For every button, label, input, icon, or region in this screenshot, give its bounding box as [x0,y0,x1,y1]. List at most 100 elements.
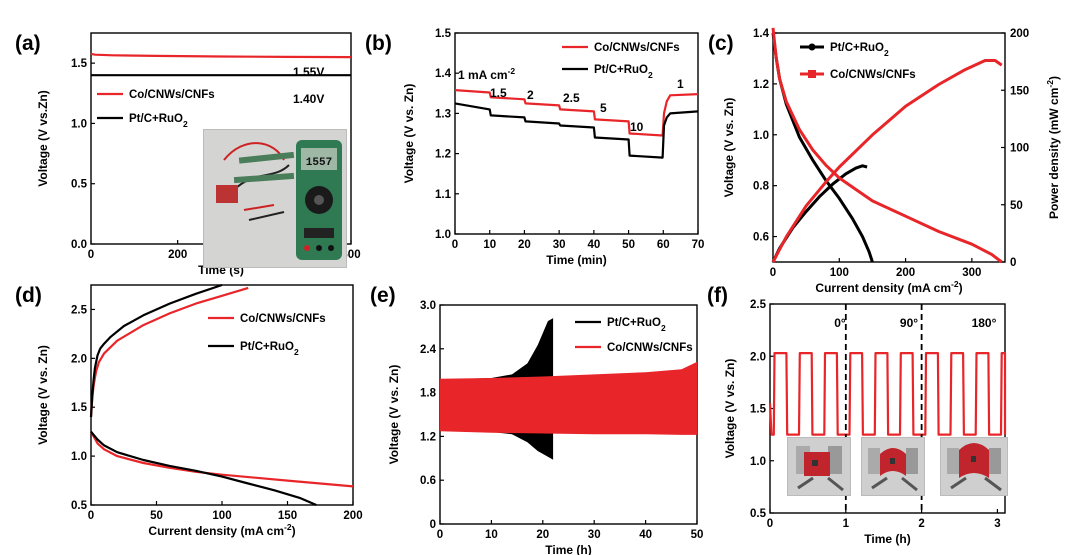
panel-label-e: (e) [370,284,396,307]
x-tick-label: 200 [896,267,915,279]
y-tick-label: 1.2 [753,79,769,91]
y-tick-label: 1.2 [435,149,451,161]
x-tick-label: 0 [770,267,776,279]
legend-label-pt-c: Pt/C+RuO2 [830,42,889,58]
y-tick-label: 2.5 [71,304,88,316]
panel-label-c: (c) [708,32,734,55]
legend-item-pt-d-label: Pt/C+RuO2 [240,341,299,357]
bending-angle-label: 0° [834,316,846,330]
x-tick-label: 0 [437,529,443,541]
y-tick-label: 0.8 [753,181,770,193]
x-tick-label: 40 [587,239,600,251]
y-tick-label: 0.6 [420,475,436,487]
x-tick-label: 200 [343,510,362,522]
y2-tick-label: 50 [1010,200,1023,212]
y-tick-label: 0.5 [71,500,88,512]
y-tick-label: 2.4 [420,344,437,356]
x-tick-label: 30 [588,529,601,541]
y2-tick-label: 100 [1010,143,1029,155]
y-tick-label: 1.1 [435,189,452,201]
legend-marker-pt-c [808,43,816,51]
y-tick-label: 0.5 [750,508,767,520]
battery-photo-0-illustration [788,438,850,495]
y-axis-label-f: Voltage (V vs. Zn) [723,359,737,459]
annotation-voltage-pt: 1.40V [293,92,324,106]
x-tick-label: 20 [518,239,531,251]
x-axis-label-b: Time (min) [546,253,606,267]
x-tick-label: 0 [767,518,773,530]
x-tick-label: 10 [483,239,496,251]
series-line-co-cnws-cnfs [768,352,1007,436]
y-tick-label: 2.0 [750,351,766,363]
y-tick-label: 1.5 [71,402,88,414]
battery-photo-90-illustration [862,438,924,495]
x-axis-label-d: Current density (mA cm-2) [148,522,295,538]
x-tick-label: 40 [639,529,652,541]
y-tick-label: 1.4 [753,28,770,40]
y-axis-label-b: Voltage (V vs. Zn) [402,84,416,184]
annotation-current-step: 10 [630,120,644,134]
x-tick-label: 70 [692,239,705,251]
legend-item-pt-a-label: Pt/C+RuO2 [129,113,188,129]
y-tick-label: 1.3 [435,108,451,120]
series-line-co-cnws-cnfs-power [771,59,1003,263]
annotation-current-step: 2.5 [563,91,580,105]
x-axis-label-f: Time (h) [864,532,910,546]
y2-axis-label-c: Power density (mW cm-2) [1045,76,1061,219]
legend-item-pt-e-label: Pt/C+RuO2 [607,317,666,333]
y-tick-label: 3.0 [420,300,436,312]
y2-tick-label: 150 [1010,85,1029,97]
y-tick-label: 1.4 [435,68,452,80]
y-tick-label: 0.5 [71,179,88,191]
x-axis-label-c: Current density (mA cm-2) [815,279,962,295]
series-line-co-cnws-cnfs [454,89,699,137]
multimeter-photo: 1557 [203,129,347,268]
legend-item-co-e-label: Co/CNWs/CNFs [607,342,693,354]
cycling-band-co-cnws-cnfs [440,361,697,435]
y-tick-label: 0.6 [753,232,769,244]
annotation-current-step: 1 mA cm-2 [458,66,515,82]
y-tick-label: 1.0 [750,456,766,468]
y-tick-label: 1.5 [71,58,88,70]
y2-tick-label: 0 [1010,257,1016,269]
y-tick-label: 1.5 [435,28,452,40]
x-tick-label: 10 [485,529,498,541]
x-tick-label: 1 [843,518,850,530]
series-line-pt-c-ruo2-power [771,164,868,263]
bent-battery-photo-90 [861,437,925,496]
panel-label-d: (d) [15,284,42,307]
x-tick-label: 2 [918,518,924,530]
y-axis-label-e: Voltage (V vs. Zn) [387,365,401,465]
legend-item-co-b-label: Co/CNWs/CNFs [594,42,680,54]
multimeter-display: 1557 [306,157,332,169]
legend-item-co-d-label: Co/CNWs/CNFs [240,313,326,325]
y-tick-label: 1.8 [420,388,437,400]
series-line-pt-c-ruo2 [89,283,223,418]
annotation-current-step: 5 [600,101,607,115]
x-tick-label: 100 [830,267,849,279]
x-tick-label: 50 [691,529,704,541]
x-tick-label: 20 [536,529,549,541]
y-tick-label: 1.0 [71,118,87,130]
x-tick-label: 50 [622,239,635,251]
bending-angle-label: 180° [972,316,997,330]
x-tick-label: 200 [168,249,187,261]
x-tick-label: 0 [88,249,94,261]
x-axis-label-e: Time (h) [545,543,591,555]
y-tick-label: 1.0 [71,451,87,463]
y-tick-label: 2.0 [71,353,87,365]
y-tick-label: 1.5 [750,404,767,416]
x-tick-label: 3 [994,518,1000,530]
y-tick-label: 2.5 [750,299,767,311]
panel-label-f: (f) [707,284,728,307]
y-tick-label: 0 [430,519,436,531]
x-tick-label: 50 [150,510,163,522]
x-tick-label: 100 [212,510,231,522]
x-tick-label: 150 [278,510,297,522]
series-line-co-cnws-cnfs [89,286,249,418]
annotation-voltage-co: 1.55V [293,65,324,79]
legend-marker-co-c [808,70,816,78]
legend-item-co-a-label: Co/CNWs/CNFs [129,89,215,101]
plot-frame-b [454,32,699,235]
series-line-pt-c-ruo2 [454,102,699,159]
